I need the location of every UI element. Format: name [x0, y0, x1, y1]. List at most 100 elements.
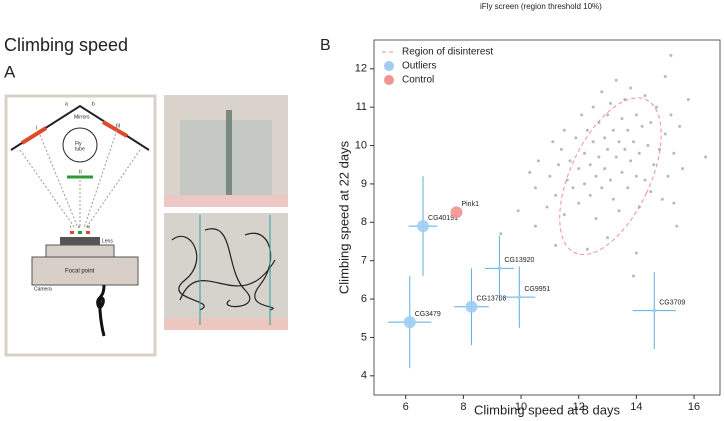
legend-marker [384, 61, 394, 71]
background-point [582, 182, 586, 186]
background-point [663, 74, 667, 78]
background-point [603, 167, 607, 171]
background-point [675, 224, 679, 228]
background-point [686, 97, 690, 101]
background-point [672, 151, 676, 155]
y-tick-label: 7 [361, 255, 367, 267]
background-point [551, 140, 555, 144]
background-point [559, 147, 563, 151]
diagram-label: Mirrors [74, 114, 90, 120]
diagram-label: I [36, 125, 37, 131]
panel-label: A [4, 62, 16, 81]
title: Climbing speed [4, 35, 128, 55]
background-point [533, 186, 537, 190]
point-label: CG9951 [524, 286, 550, 293]
point [417, 220, 430, 233]
background-point [588, 193, 592, 197]
background-point [603, 136, 607, 140]
legend-label: Control [402, 75, 434, 86]
y-tick-label: 4 [361, 370, 367, 382]
diagram-label: I [70, 224, 71, 229]
background-point [666, 174, 670, 178]
background-point [681, 167, 685, 171]
point-label: CG3709 [659, 299, 685, 306]
point [652, 308, 657, 313]
suptitle: iFly screen (region threshold 10%) [480, 2, 602, 11]
background-point [649, 121, 653, 125]
photo [164, 213, 288, 330]
point [465, 300, 478, 313]
background-point [637, 151, 641, 155]
background-point [554, 243, 558, 247]
background-point [548, 174, 552, 178]
background-point [617, 140, 621, 144]
diagram-label: Fly tube [75, 141, 85, 153]
background-point [606, 236, 610, 240]
y-axis-label: Climbing speed at 22 days [336, 140, 351, 294]
point [450, 206, 463, 219]
point-label: Pink1 [461, 201, 479, 208]
y-tick-label: 12 [355, 63, 367, 75]
diagram: a b Mirrors Fly tube I II III I II III Le… [4, 94, 157, 357]
y-tick-label: 10 [355, 139, 367, 151]
background-point [646, 144, 650, 148]
background-point [577, 201, 581, 205]
region-ellipse [559, 97, 662, 256]
x-tick-label: 14 [630, 401, 642, 413]
background-point [597, 155, 601, 159]
background-point [588, 163, 592, 167]
y-tick-label: 6 [361, 293, 367, 305]
background-point [678, 124, 682, 128]
y-tick-label: 9 [361, 178, 367, 190]
background-point [528, 170, 532, 174]
y-tick-label: 11 [356, 101, 367, 113]
background-point [600, 186, 604, 190]
background-point [582, 151, 586, 155]
x-tick-label: 6 [403, 401, 409, 413]
diagram-label: III [116, 123, 120, 129]
background-point [611, 128, 615, 132]
x-tick-label: 8 [460, 401, 466, 413]
background-point [536, 159, 540, 163]
background-point [606, 113, 610, 117]
background-point [591, 105, 595, 109]
background-point [672, 201, 676, 205]
background-point [591, 140, 595, 144]
background-point [562, 213, 566, 217]
point-label: CG3479 [415, 311, 441, 318]
x-axis-label: Climbing speed at 8 days [474, 402, 620, 417]
x-tick-label: 12 [573, 401, 585, 413]
background-point [626, 186, 630, 190]
background-point [632, 140, 635, 144]
legend-box [378, 43, 513, 91]
plot-area [373, 39, 721, 396]
x-tick-label: 10 [515, 401, 527, 413]
background-point [629, 159, 633, 163]
background-point [557, 163, 561, 167]
background-point [577, 167, 581, 171]
diagram-label: b [92, 101, 95, 107]
background-point [614, 78, 618, 82]
background-point [594, 216, 598, 220]
background-point [585, 247, 589, 251]
diagram-label: a [65, 101, 68, 107]
background-point [620, 170, 624, 174]
point-label: CG13920 [504, 257, 534, 264]
background-point [620, 117, 624, 121]
background-point [585, 128, 589, 132]
diagram-label: III [87, 224, 90, 229]
background-point [643, 94, 647, 98]
y-tick-label: 8 [361, 216, 367, 228]
background-point [643, 178, 647, 182]
background-point [554, 193, 558, 197]
background-point [571, 186, 575, 190]
background-point [574, 136, 578, 140]
background-point [634, 251, 638, 255]
background-point [660, 197, 664, 201]
photo [164, 95, 288, 207]
x-tick-label: 16 [688, 401, 700, 413]
background-point [663, 132, 667, 136]
background-point [623, 147, 627, 151]
diagram-label: II [79, 169, 82, 175]
